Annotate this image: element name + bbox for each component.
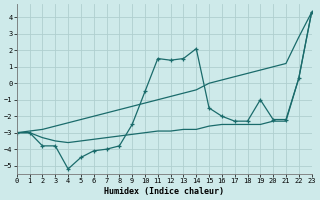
X-axis label: Humidex (Indice chaleur): Humidex (Indice chaleur) xyxy=(104,187,224,196)
